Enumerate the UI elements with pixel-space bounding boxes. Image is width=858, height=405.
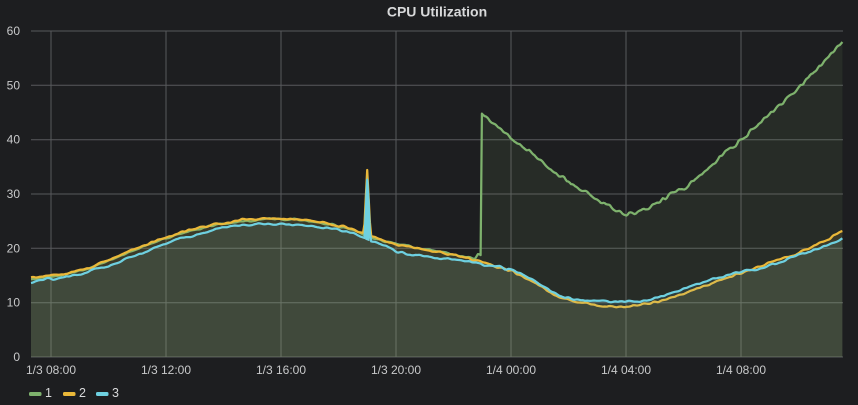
svg-text:0: 0 xyxy=(13,350,20,364)
svg-text:40: 40 xyxy=(7,133,21,147)
svg-text:1: 1 xyxy=(45,386,52,400)
svg-text:1/4 08:00: 1/4 08:00 xyxy=(716,363,766,377)
svg-text:1/3 12:00: 1/3 12:00 xyxy=(141,363,191,377)
svg-text:CPU Utilization: CPU Utilization xyxy=(387,4,487,20)
svg-text:2: 2 xyxy=(79,386,86,400)
svg-text:30: 30 xyxy=(7,187,21,201)
svg-text:20: 20 xyxy=(7,241,21,255)
svg-text:50: 50 xyxy=(7,78,21,92)
svg-text:1/4 04:00: 1/4 04:00 xyxy=(601,363,651,377)
svg-text:10: 10 xyxy=(7,296,21,310)
svg-text:1/4 00:00: 1/4 00:00 xyxy=(486,363,536,377)
svg-text:60: 60 xyxy=(7,24,21,38)
svg-text:1/3 08:00: 1/3 08:00 xyxy=(26,363,76,377)
svg-text:1/3 16:00: 1/3 16:00 xyxy=(256,363,306,377)
svg-text:1/3 20:00: 1/3 20:00 xyxy=(371,363,421,377)
svg-text:3: 3 xyxy=(112,386,119,400)
